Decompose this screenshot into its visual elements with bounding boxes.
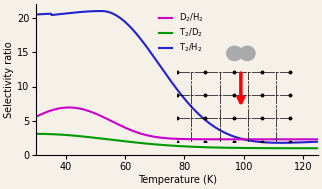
- Circle shape: [227, 46, 242, 60]
- Legend: D$_2$/H$_2$, T$_2$/D$_2$, T$_2$/H$_2$: D$_2$/H$_2$, T$_2$/D$_2$, T$_2$/H$_2$: [156, 8, 207, 57]
- Circle shape: [240, 46, 255, 60]
- Y-axis label: Selectivity ratio: Selectivity ratio: [4, 41, 14, 118]
- X-axis label: Temperature (K): Temperature (K): [137, 175, 217, 185]
